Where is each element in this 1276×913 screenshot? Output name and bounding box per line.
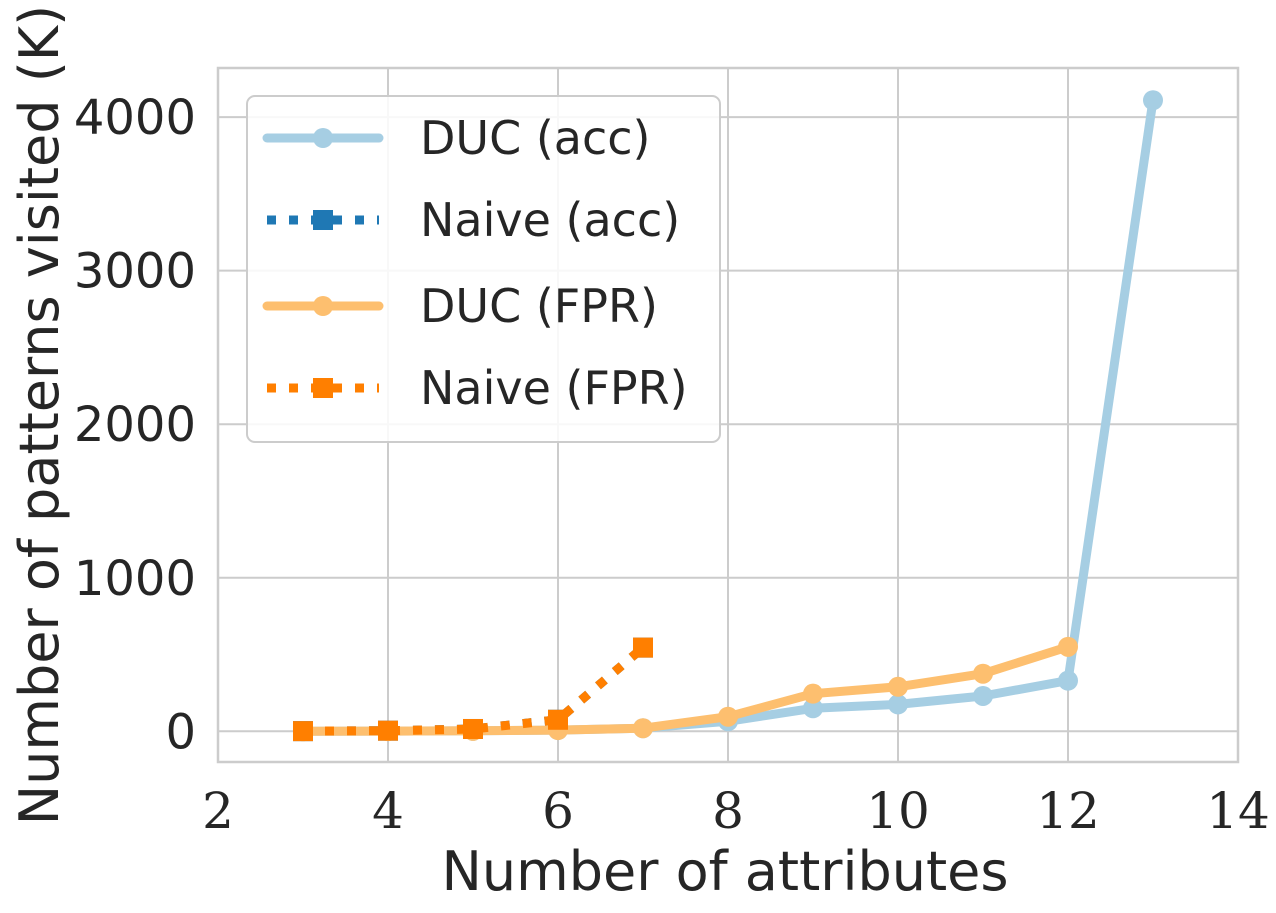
x-tick-label: 4 — [372, 782, 404, 840]
data-point — [973, 663, 993, 684]
legend-marker — [313, 296, 333, 316]
y-tick-label: 0 — [165, 704, 196, 760]
series-line — [302, 644, 646, 736]
data-point — [1058, 636, 1078, 657]
data-point — [888, 676, 908, 697]
data-point — [378, 720, 398, 741]
legend-entry-duc-fpr: DUC (FPR) — [262, 279, 658, 333]
y-tick-label: 2000 — [74, 397, 196, 453]
y-tick-label: 3000 — [74, 244, 196, 300]
legend-label: Naive (FPR) — [420, 361, 688, 415]
data-point — [718, 706, 738, 727]
data-point — [803, 683, 823, 704]
x-tick-label: 12 — [1036, 782, 1100, 840]
legend-label: DUC (FPR) — [420, 279, 658, 333]
plot-frame — [216, 66, 1240, 764]
x-tick-label: 14 — [1206, 782, 1270, 840]
x-tick-label: 2 — [202, 782, 234, 840]
data-point — [633, 637, 653, 658]
data-point — [548, 709, 568, 730]
x-tick-label: 6 — [542, 782, 574, 840]
y-tick-labels: 0 1000 2000 3000 4000 — [74, 90, 196, 760]
legend-label: DUC (acc) — [420, 111, 651, 165]
data-point — [888, 694, 908, 715]
series-layer — [293, 90, 1163, 742]
series-line — [298, 642, 1073, 736]
data-point — [293, 721, 313, 742]
legend: DUC (acc) Naive (acc) DUC (FPR) Naive (FPR) — [246, 95, 721, 443]
y-tick-label: 1000 — [74, 551, 196, 607]
y-axis-label: Number of patterns visited (K) — [8, 5, 71, 826]
x-tick-label: 10 — [866, 782, 930, 840]
data-point — [1143, 90, 1163, 111]
legend-entry-naive-acc: Naive (acc) — [267, 193, 680, 247]
data-point — [463, 718, 483, 739]
legend-entry-duc-acc: DUC (acc) — [262, 111, 651, 165]
x-axis-label: Number of attributes — [442, 840, 1009, 903]
legend-label: Naive (acc) — [420, 193, 680, 247]
legend-frame — [246, 95, 721, 443]
series-naive-fpr — [293, 637, 653, 742]
y-tick-label: 4000 — [74, 90, 196, 146]
legend-entry-naive-fpr: Naive (FPR) — [267, 361, 688, 415]
legend-marker — [313, 210, 333, 230]
x-tick-labels: 2 4 6 8 10 12 14 — [202, 782, 1270, 840]
legend-marker — [313, 378, 333, 398]
data-point — [803, 698, 823, 719]
legend-marker — [313, 128, 333, 148]
x-tick-label: 8 — [712, 782, 744, 840]
data-point — [973, 685, 993, 706]
data-point — [1058, 670, 1078, 691]
data-point — [633, 718, 653, 739]
